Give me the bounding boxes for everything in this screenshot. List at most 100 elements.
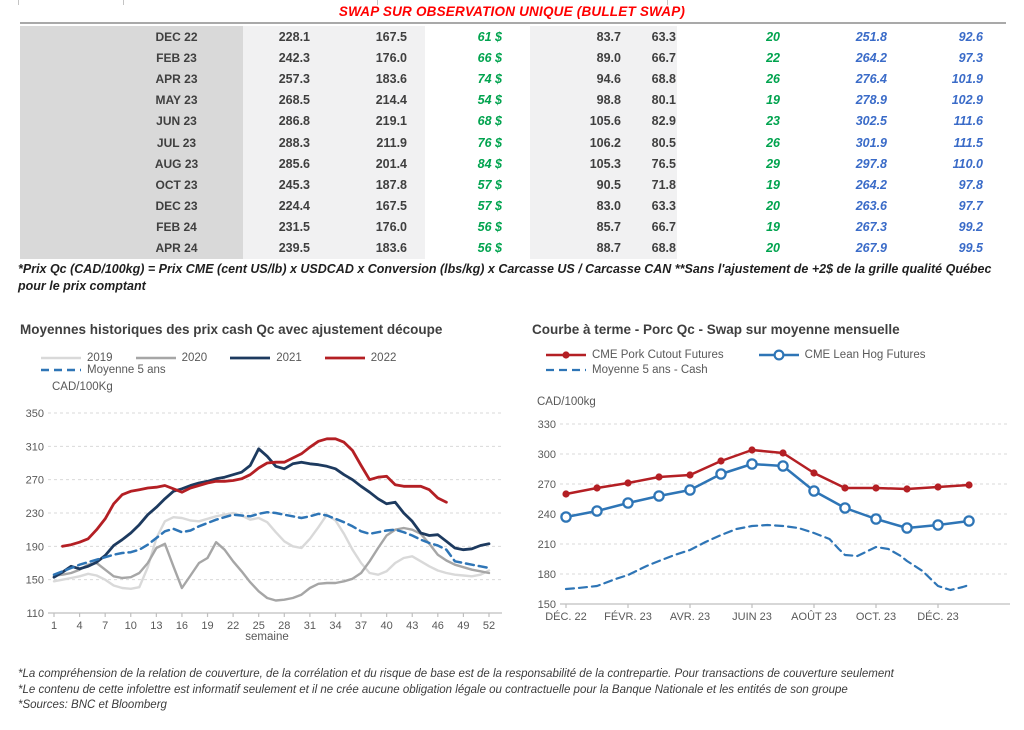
svg-text:230: 230 (26, 508, 44, 520)
historical-chart-legend: 2019 2020 2021 2022 Moyenne 5 ans (40, 352, 510, 376)
series-2020 (52, 526, 491, 602)
value-cell: 257.3 (243, 68, 335, 90)
value-cell: 102.9 (951, 93, 983, 108)
legend-item: CME Pork Cutout Futures (545, 349, 724, 361)
svg-text:7: 7 (102, 620, 108, 632)
value-cell: 20 (766, 241, 780, 256)
legend-label: 2021 (276, 352, 302, 364)
svg-text:330: 330 (538, 419, 556, 431)
svg-text:37: 37 (355, 620, 367, 632)
svg-text:4: 4 (77, 620, 83, 632)
value-cell: 110.0 (952, 156, 983, 171)
title-divider (20, 22, 1006, 24)
value-cell: 97.7 (958, 199, 983, 214)
svg-text:190: 190 (26, 541, 44, 553)
value-cell: 84 $ (477, 156, 502, 171)
crop-stub (123, 0, 124, 5)
value-cell: 183.6 (335, 68, 425, 90)
month-cell: DEC 23 (20, 195, 243, 217)
value-cell: 68.8 (625, 68, 677, 90)
value-cell: 268.5 (243, 89, 335, 111)
value-cell: 106.2 (530, 131, 625, 154)
forward-curve-chart-title: Courbe à terme - Porc Qc - Swap sur moye… (532, 322, 900, 337)
value-cell: 80.1 (625, 89, 677, 111)
value-cell: 19 (766, 93, 780, 108)
value-cell: 224.4 (243, 195, 335, 217)
value-cell: 61 $ (477, 29, 502, 44)
value-cell: 92.6 (958, 29, 983, 44)
svg-text:180: 180 (538, 569, 556, 581)
table-row: JUL 23 288.3 211.9 76 $ 106.2 80.5 26 301.9 111.… (20, 131, 1005, 154)
svg-text:1: 1 (51, 620, 57, 632)
legend-item: CME Lean Hog Futures (758, 349, 926, 361)
value-cell: 20 (766, 29, 780, 44)
value-cell: 20 (766, 199, 780, 214)
value-cell: 297.8 (855, 156, 887, 171)
value-cell: 111.6 (953, 114, 983, 129)
month-cell: MAY 23 (20, 89, 243, 111)
historical-chart-y-unit: CAD/100Kg (52, 381, 113, 393)
value-cell: 288.3 (243, 131, 335, 154)
value-cell: 71.8 (625, 174, 677, 196)
footer-notes: *La compréhension de la relation de couv… (18, 667, 1013, 714)
svg-text:49: 49 (457, 620, 469, 632)
legend-item: 2021 (229, 352, 302, 364)
value-cell: 105.6 (530, 110, 625, 132)
value-cell: 267.9 (855, 241, 887, 256)
table-row: JUN 23 286.8 219.1 68 $ 105.6 82.9 23 302.5 111.… (20, 110, 1005, 132)
value-cell: 219.1 (335, 110, 425, 132)
value-cell: 63.3 (625, 195, 677, 217)
value-cell: 278.9 (855, 93, 887, 108)
series-cme-pork-cutout-futures (564, 448, 971, 496)
forward-curve-chart: 150 180 210 240 270 300 330 DÉC. 22 FÉVR. 23 AVR.… (538, 419, 1010, 623)
footer-note-3: *Sources: BNC et Bloomberg (18, 699, 167, 711)
value-cell: 80.5 (625, 131, 677, 154)
legend-swatch-icon (546, 368, 586, 372)
historical-cash-price-chart: 110 150 190 230 270 310 350 1 4 7 10 13 16 19 22 25 28 31… (26, 408, 502, 632)
value-cell: 97.8 (958, 177, 983, 192)
svg-text:210: 210 (538, 539, 556, 551)
value-cell: 76.5 (625, 153, 677, 175)
value-cell: 83.7 (530, 26, 625, 48)
value-cell: 94.6 (530, 68, 625, 90)
svg-text:40: 40 (381, 620, 393, 632)
table-row: MAY 23 268.5 214.4 54 $ 98.8 80.1 19 278.9 102.9 (20, 89, 1005, 111)
table-row: AUG 23 285.6 201.4 84 $ 105.3 76.5 29 297.8 110.… (20, 153, 1005, 175)
legend-label: CME Lean Hog Futures (804, 349, 926, 361)
legend-item: 2022 (324, 352, 397, 364)
svg-text:46: 46 (432, 620, 444, 632)
series-moyenne-5-ans-cash (564, 523, 971, 592)
value-cell: 26 (766, 71, 780, 86)
value-cell: 29 (766, 156, 780, 171)
value-cell: 267.3 (855, 220, 887, 235)
table-footnote: *Prix Qc (CAD/100kg) = Prix CME (cent US… (18, 262, 992, 293)
legend-item: Moyenne 5 ans - Cash (545, 364, 708, 376)
value-cell: 105.3 (530, 153, 625, 175)
table-row: DEC 23 224.4 167.5 57 $ 83.0 63.3 20 263.6 97.7 (20, 195, 1005, 217)
month-cell: OCT 23 (20, 174, 243, 196)
svg-text:43: 43 (406, 620, 418, 632)
legend-label: Moyenne 5 ans (87, 364, 166, 376)
svg-text:150: 150 (26, 575, 44, 587)
svg-text:22: 22 (227, 620, 239, 632)
legend-swatch-icon (135, 356, 176, 360)
svg-text:270: 270 (26, 475, 44, 487)
table-row: DEC 22 228.1 167.5 61 $ 83.7 63.3 20 251.8 92.6 (20, 26, 1005, 48)
value-cell: 90.5 (530, 174, 625, 196)
legend-label: 2022 (370, 352, 397, 364)
value-cell: 99.5 (958, 241, 983, 256)
svg-text:JUIN 23: JUIN 23 (732, 611, 772, 623)
value-cell: 201.4 (335, 153, 425, 175)
footer-note-2: *Le contenu de cette infolettre est info… (18, 683, 848, 696)
historical-chart-title: Moyennes historiques des prix cash Qc av… (20, 322, 443, 337)
value-cell: 231.5 (243, 216, 335, 238)
series-cme-lean-hog-futures (564, 462, 971, 530)
svg-text:AVR. 23: AVR. 23 (670, 611, 710, 623)
month-cell: APR 24 (20, 237, 243, 260)
svg-text:52: 52 (483, 620, 495, 632)
table-row: FEB 23 242.3 176.0 66 $ 89.0 66.7 22 264.2 97.3 (20, 47, 1005, 69)
month-cell: JUL 23 (20, 131, 243, 154)
legend-label: CME Pork Cutout Futures (592, 349, 724, 361)
svg-text:13: 13 (150, 620, 162, 632)
month-cell: FEB 24 (20, 216, 243, 238)
